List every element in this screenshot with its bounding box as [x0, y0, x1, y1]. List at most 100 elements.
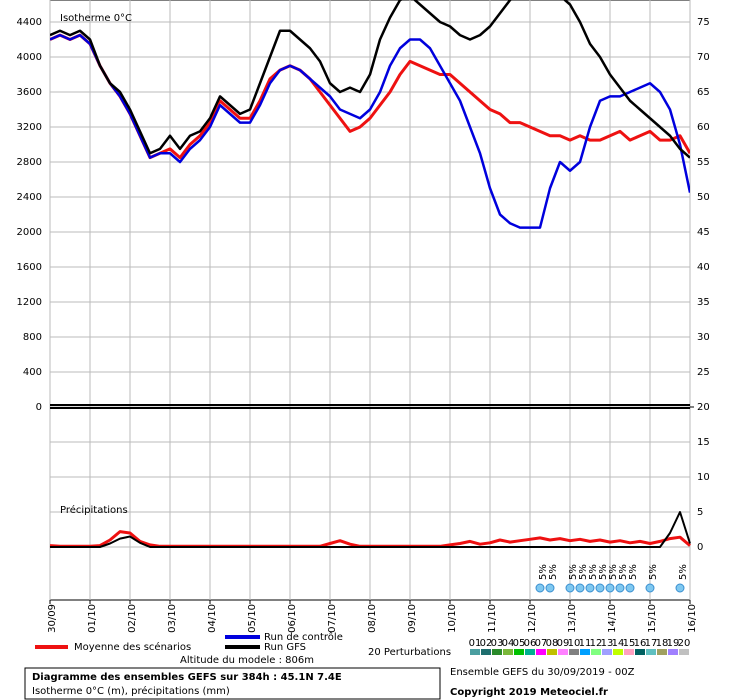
- y-tick-label: 5: [697, 507, 703, 518]
- y-tick-label: 2800: [17, 157, 42, 168]
- snow-label: 5%: [588, 564, 599, 580]
- snow-icon: [625, 583, 635, 593]
- y2-tick-label: 35: [697, 297, 710, 308]
- x-tick-label: 14/10: [607, 604, 618, 633]
- y2-tick-label: 50: [697, 192, 710, 203]
- series-line: [50, 33, 690, 229]
- x-tick-label: 30/09: [47, 604, 58, 633]
- member-swatch: [547, 649, 557, 655]
- footer-title: Diagramme des ensembles GEFS sur 384h : …: [32, 672, 342, 683]
- member-label: 07: [535, 638, 548, 649]
- member-label: 16: [634, 638, 647, 649]
- x-tick-label: 10/10: [447, 604, 458, 633]
- copyright: Copyright 2019 Meteociel.fr: [450, 687, 608, 698]
- y2-tick-label: 40: [697, 262, 710, 273]
- series-line: [50, 511, 691, 548]
- member-label: 15: [623, 638, 636, 649]
- snow-label: 5%: [678, 564, 689, 580]
- x-tick-label: 13/10: [567, 604, 578, 633]
- member-label: 11: [579, 638, 592, 649]
- y2-tick-label: 30: [697, 332, 710, 343]
- snow-label: 5%: [598, 564, 609, 580]
- member-swatch: [569, 649, 579, 655]
- member-label: 10: [568, 638, 581, 649]
- member-label: 09: [557, 638, 570, 649]
- y2-tick-label: 45: [697, 227, 710, 238]
- footer-subtitle: Isotherme 0°C (m), précipitations (mm): [32, 685, 230, 697]
- member-swatch: [492, 649, 502, 655]
- legend-label: Run GFS: [264, 642, 306, 653]
- member-swatch: [635, 649, 645, 655]
- member-label: 19: [667, 638, 680, 649]
- member-swatch: [503, 649, 513, 655]
- member-swatch: [525, 649, 535, 655]
- y-tick-label: 15: [697, 437, 710, 448]
- snow-label: 5%: [578, 564, 589, 580]
- y2-tick-label: 75: [697, 17, 710, 28]
- y2-tick-label: 55: [697, 157, 710, 168]
- y-tick-label: 0: [36, 402, 42, 413]
- snow-label: 5%: [568, 564, 579, 580]
- x-tick-label: 04/10: [207, 604, 218, 633]
- member-label: 14: [612, 638, 625, 649]
- member-label: 05: [513, 638, 526, 649]
- y2-tick-label: 25: [697, 367, 710, 378]
- y-tick-label: 20: [697, 402, 710, 413]
- snow-icon: [615, 583, 625, 593]
- y-tick-label: 1600: [17, 262, 42, 273]
- member-swatch: [657, 649, 667, 655]
- y-tick-label: 800: [23, 332, 42, 343]
- member-swatch: [613, 649, 623, 655]
- member-label: 20: [678, 638, 691, 649]
- y2-tick-label: 65: [697, 87, 710, 98]
- x-tick-label: 05/10: [247, 604, 258, 633]
- y-tick-label: 10: [697, 472, 710, 483]
- member-label: 18: [656, 638, 669, 649]
- snow-icon: [545, 583, 555, 593]
- snow-label: 5%: [548, 564, 559, 580]
- x-tick-label: 16/10: [687, 604, 698, 633]
- run-info: Ensemble GEFS du 30/09/2019 - 00Z: [450, 667, 635, 678]
- member-label: 03: [491, 638, 504, 649]
- snow-icon: [535, 583, 545, 593]
- y-tick-label: 0: [697, 542, 703, 553]
- legend-label: 20 Perturbations: [368, 647, 451, 658]
- snow-label: 5%: [608, 564, 619, 580]
- panel-title: Isotherme 0°C: [60, 13, 132, 24]
- y-tick-label: 400: [23, 367, 42, 378]
- snow-icon: [575, 583, 585, 593]
- member-swatch: [536, 649, 546, 655]
- x-tick-label: 15/10: [647, 604, 658, 633]
- x-tick-label: 11/10: [487, 604, 498, 633]
- member-label: 06: [524, 638, 537, 649]
- snow-label: 5%: [648, 564, 659, 580]
- member-swatch: [679, 649, 689, 655]
- member-label: 04: [502, 638, 515, 649]
- y-tick-label: 2400: [17, 192, 42, 203]
- member-swatch: [470, 649, 480, 655]
- snow-label: 5%: [618, 564, 629, 580]
- y-tick-label: 2000: [17, 227, 42, 238]
- x-tick-label: 08/10: [367, 604, 378, 633]
- member-swatch: [602, 649, 612, 655]
- snow-icon: [595, 583, 605, 593]
- y-tick-label: 1200: [17, 297, 42, 308]
- member-label: 08: [546, 638, 559, 649]
- member-swatch: [591, 649, 601, 655]
- member-label: 02: [480, 638, 493, 649]
- member-swatch: [514, 649, 524, 655]
- snow-icon: [675, 583, 685, 593]
- member-swatch: [580, 649, 590, 655]
- member-label: 12: [590, 638, 603, 649]
- member-swatch: [668, 649, 678, 655]
- x-tick-label: 02/10: [127, 604, 138, 633]
- snow-icon: [585, 583, 595, 593]
- y-tick-label: 3200: [17, 122, 42, 133]
- altitude: Altitude du modele : 806m: [180, 655, 314, 666]
- member-swatch: [558, 649, 568, 655]
- y-tick-label: 3600: [17, 87, 42, 98]
- x-tick-label: 03/10: [167, 604, 178, 633]
- member-swatch: [624, 649, 634, 655]
- panel-title: Précipitations: [60, 504, 128, 516]
